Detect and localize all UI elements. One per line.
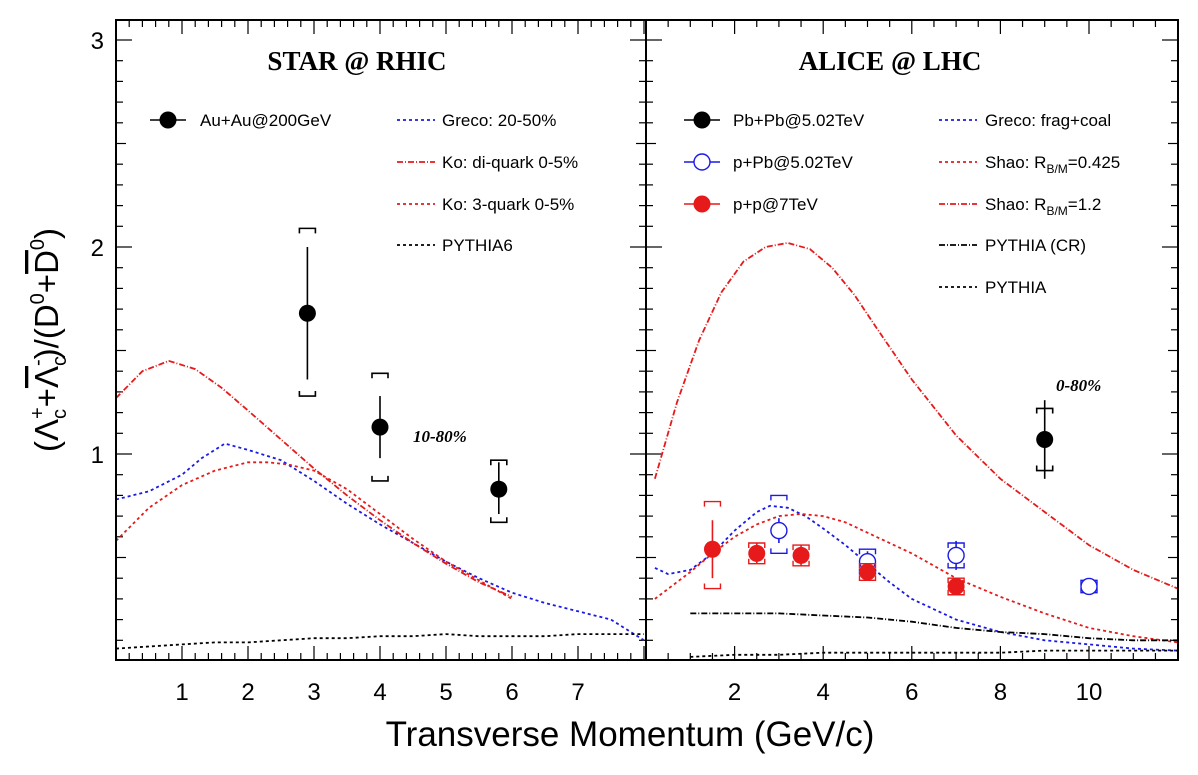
data-point — [371, 418, 389, 436]
x-tick-label: 4 — [373, 679, 386, 706]
legend-label: Greco: 20-50% — [442, 111, 556, 130]
data-points — [298, 227, 508, 524]
data-points — [703, 400, 1098, 596]
left-panel: 1 2 3 4 5 6 7 1 2 3 STAR @ RHIC 10-80% Au+Au@200GeV G… — [91, 19, 647, 706]
systematic-bracket — [371, 372, 389, 482]
legend-entry: Greco: 20-50% — [397, 111, 556, 130]
legend-marker — [693, 153, 711, 171]
systematic-bracket — [490, 459, 508, 524]
curve-shao-r-b-m-1-2 — [654, 241, 1177, 590]
curves — [654, 241, 1177, 658]
legend-entry: Shao: RB/M=0.425 — [939, 153, 1120, 176]
systematic-bracket — [703, 500, 722, 590]
legend-entry: Pb+Pb@5.02TeV — [684, 111, 865, 130]
panel-title: ALICE @ LHC — [799, 46, 982, 76]
legend-entry: Au+Au@200GeV — [150, 111, 332, 130]
data-point — [859, 563, 876, 581]
data-point — [1080, 577, 1098, 596]
curve-shao-r-b-m-0-425 — [654, 513, 1177, 644]
legend-entry: Ko: 3-quark 0-5% — [397, 195, 574, 214]
legend-entry: Ko: di-quark 0-5% — [397, 153, 578, 172]
curve-ko-3-quark-0-5- — [117, 461, 513, 600]
legend-label: Ko: 3-quark 0-5% — [442, 195, 574, 214]
legend-entry: PYTHIA6 — [397, 236, 513, 255]
legend-label: Au+Au@200GeV — [200, 111, 332, 130]
x-tick-label: 10 — [1076, 679, 1103, 706]
y-axis-label-text: (Λc++Λc-)/(D0+D0) — [27, 228, 71, 452]
x-tick-label: 3 — [307, 679, 320, 706]
legend-label: PYTHIA6 — [442, 236, 513, 255]
curves — [117, 359, 645, 650]
y-tick-label: 1 — [91, 442, 104, 469]
curve-greco-frag-coal — [654, 504, 1177, 652]
legend-label: Greco: frag+coal — [985, 111, 1111, 130]
x-tick-label: 1 — [175, 679, 188, 706]
systematic-bracket — [298, 227, 317, 397]
legend-entry: p+Pb@5.02TeV — [684, 153, 853, 172]
legend-label: Pb+Pb@5.02TeV — [733, 111, 865, 130]
y-axis-label: (Λc++Λc-)/(D0+D0) — [27, 228, 71, 452]
legend-label: p+p@7TeV — [733, 195, 819, 214]
legend-entry: Greco: frag+coal — [939, 111, 1111, 130]
centrality-annotation: 10-80% — [413, 427, 467, 446]
legend-marker — [693, 195, 711, 213]
legend-label: Shao: RB/M=1.2 — [985, 195, 1101, 218]
data-point — [792, 546, 810, 564]
curve-greco-20-50- — [117, 442, 645, 642]
y-tick-label: 3 — [91, 28, 104, 55]
curve-ko-di-quark-0-5- — [117, 359, 513, 598]
x-tick-label: 5 — [439, 679, 452, 706]
panel-title: STAR @ RHIC — [267, 46, 446, 76]
x-tick-label: 6 — [905, 679, 918, 706]
legend-entry: PYTHIA (CR) — [939, 236, 1086, 255]
data-point — [703, 540, 721, 558]
curve-pythia-cr- — [690, 612, 1177, 642]
right-panel: 2 4 6 8 10 ALICE @ LHC 0-80% Pb+Pb@5.02TeV p+Pb@… — [645, 19, 1179, 706]
data-point — [947, 577, 965, 595]
x-tick-label: 4 — [817, 679, 830, 706]
y-axis-formula: (Λc++Λc-)/(D0+D0) — [27, 228, 71, 452]
x-tick-label: 8 — [994, 679, 1007, 706]
x-tick-label: 2 — [241, 679, 254, 706]
legend-marker — [693, 111, 711, 129]
legend-label: PYTHIA (CR) — [985, 236, 1086, 255]
legend-entry: p+p@7TeV — [684, 195, 819, 214]
legend-label: PYTHIA — [985, 278, 1047, 297]
y-tick-label: 2 — [91, 235, 104, 262]
centrality-annotation: 0-80% — [1056, 376, 1101, 395]
legend-label: p+Pb@5.02TeV — [733, 153, 853, 172]
data-point — [490, 480, 508, 498]
x-tick-label: 2 — [728, 679, 741, 706]
legend-label: Ko: di-quark 0-5% — [442, 153, 578, 172]
data-point — [1036, 431, 1054, 449]
data-point — [947, 546, 965, 565]
x-tick-label: 6 — [505, 679, 518, 706]
data-point — [770, 521, 788, 540]
panel-frame — [115, 19, 647, 661]
legend-label: Shao: RB/M=0.425 — [985, 153, 1120, 176]
curve-pythia6 — [117, 633, 644, 650]
legend-entry: Shao: RB/M=1.2 — [939, 195, 1101, 218]
legend-marker — [159, 111, 177, 129]
data-point — [748, 544, 766, 562]
data-point — [298, 304, 316, 322]
systematic-bracket — [770, 494, 788, 555]
legend-entry: PYTHIA — [939, 278, 1047, 297]
x-tick-label: 7 — [571, 679, 584, 706]
x-axis-label: Transverse Momentum (GeV/c) — [386, 715, 875, 754]
